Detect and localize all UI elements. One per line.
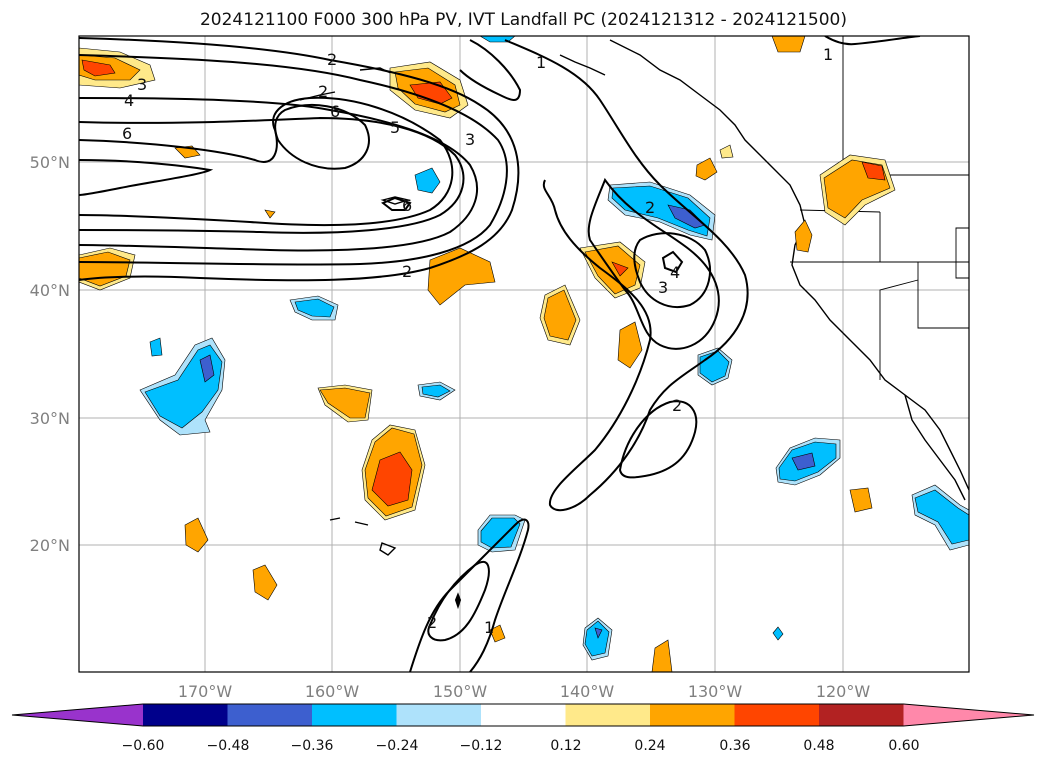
longitude-labels: 170°W 160°W 150°W 140°W 130°W 120°W [178,682,871,701]
political-borders [790,36,969,380]
latitude-labels: 50°N 40°N 30°N 20°N [30,153,70,555]
colorbar-tick: 0.36 [719,738,750,754]
coastline [299,39,969,556]
negative-pv-anomalies [139,36,969,661]
colorbar [11,703,1035,727]
colorbar-extend-min [12,704,143,726]
contour-label: 2 [427,613,437,632]
colorbar-tick: −0.36 [291,738,334,754]
colorbar-tick: 0.24 [634,738,665,754]
colorbar-segment [565,704,651,726]
contour-label: 3 [658,278,668,297]
positive-pv-anomalies [79,36,896,672]
lon-label: 140°W [560,682,615,701]
colorbar-segment [650,704,735,726]
colorbar-outline [11,703,1035,727]
lat-label: 40°N [30,281,70,300]
contour-label: 6 [122,124,132,143]
lon-label: 130°W [688,682,743,701]
colorbar-segment [819,704,904,726]
colorbar-segment [734,704,820,726]
lat-label: 20°N [30,536,70,555]
colorbar-tick: 0.48 [803,738,834,754]
contour-label: 2 [645,198,655,217]
contour-label: 1 [823,45,833,64]
contour-label: 6 [330,102,340,121]
contour-label: 3 [137,75,147,94]
lon-label: 160°W [305,682,360,701]
colorbar-tick-labels: −0.60 −0.48 −0.36 −0.24 −0.12 0.12 0.24 … [122,738,920,754]
colorbar-segment [396,704,482,726]
lon-label: 120°W [816,682,871,701]
colorbar-tick: 0.60 [888,738,919,754]
colorbar-extend-max [903,704,1034,726]
contour-label: 1 [484,618,494,637]
colorbar-tick: −0.48 [207,738,250,754]
lat-label: 30°N [30,409,70,428]
contour-label: 3 [465,130,475,149]
contour-label: 2 [672,396,682,415]
contour-labels: 1 1 2 2 2 2 2 2 3 3 3 4 4 5 6 6 6 1 [122,45,833,637]
colorbar-tick: −0.24 [376,738,419,754]
contour-label: 4 [670,263,680,282]
colorbar-segment [312,704,397,726]
contour-label: 5 [390,118,400,137]
contour-label: 2 [327,50,337,69]
contour-label: 1 [536,53,546,72]
colorbar-tick: −0.60 [122,738,165,754]
colorbar-tick: −0.12 [460,738,503,754]
colorbar-tick: 0.12 [550,738,581,754]
map-title: 2024121100 F000 300 hPa PV, IVT Landfall… [199,10,847,30]
lon-label: 150°W [433,682,488,701]
colorbar-segment [143,704,228,726]
colorbar-segment [227,704,313,726]
lat-label: 50°N [30,153,70,172]
colorbar-segment [481,704,566,726]
contour-label: 4 [124,91,134,110]
ivt-contours [79,36,921,672]
map-frame [78,35,970,673]
contour-label: 2 [402,262,412,281]
contour-label: 2 [318,82,328,101]
contour-label: 6 [402,196,412,215]
lon-label: 170°W [178,682,233,701]
